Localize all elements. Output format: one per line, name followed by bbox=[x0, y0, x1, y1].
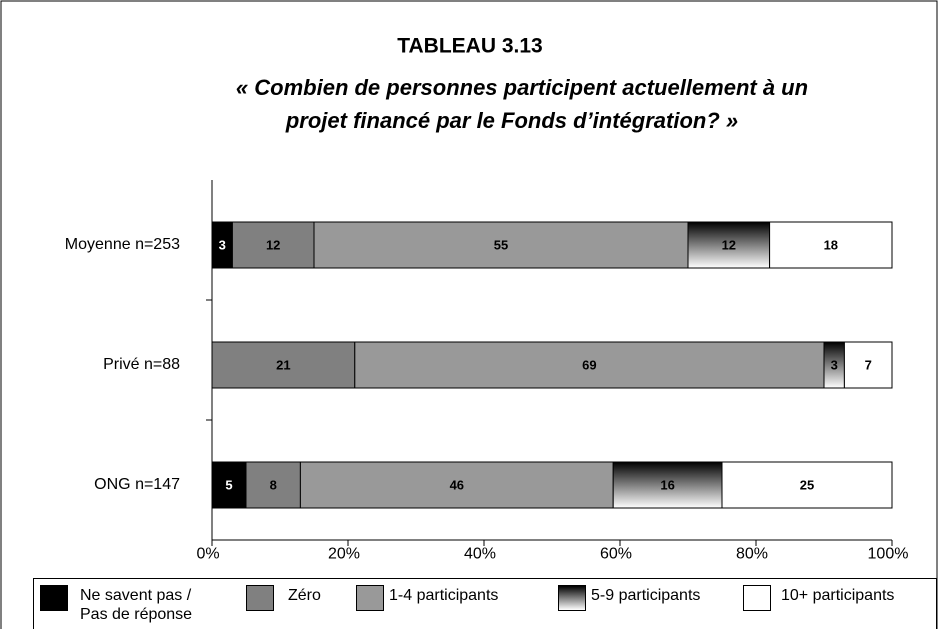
legend-label: Zéro bbox=[288, 587, 321, 604]
legend: Ne savent pas / Pas de réponse Zéro 1-4 pa… bbox=[33, 578, 937, 629]
x-tick-label: 100% bbox=[868, 545, 909, 562]
data-label: 21 bbox=[276, 357, 290, 372]
x-tick-label: 40% bbox=[464, 545, 496, 562]
legend-label: 1-4 participants bbox=[389, 587, 499, 604]
data-label: 7 bbox=[865, 357, 872, 372]
chart-title: TABLEAU 3.13 bbox=[397, 35, 542, 58]
data-label: 12 bbox=[722, 237, 736, 252]
bar-segment bbox=[299, 461, 614, 509]
legend-swatch bbox=[356, 585, 384, 611]
data-label: 16 bbox=[660, 477, 674, 492]
bar-segment bbox=[211, 461, 247, 509]
data-label: 3 bbox=[219, 237, 226, 252]
legend-swatch bbox=[40, 585, 68, 611]
bar-segment bbox=[687, 221, 771, 269]
chart-subtitle: « Combien de personnes participent actue… bbox=[236, 75, 808, 100]
x-tick-label: 20% bbox=[328, 545, 360, 562]
data-label: 18 bbox=[824, 237, 838, 252]
data-label: 5 bbox=[225, 477, 232, 492]
legend-swatch bbox=[246, 585, 274, 611]
data-label: 46 bbox=[450, 477, 464, 492]
legend-swatch bbox=[743, 585, 771, 611]
legend-label: 10+ participants bbox=[781, 587, 895, 604]
legend-label: Ne savent pas / Pas de réponse bbox=[80, 587, 193, 623]
bar-segment bbox=[843, 341, 893, 389]
y-tick-label: Privé n=88 bbox=[103, 356, 180, 373]
data-label: 12 bbox=[266, 237, 280, 252]
bar-segment bbox=[245, 461, 301, 509]
x-tick-label: 80% bbox=[736, 545, 768, 562]
y-tick-label: Moyenne n=253 bbox=[65, 236, 180, 253]
data-label: 69 bbox=[582, 357, 596, 372]
chart-subtitle: projet financé par le Fonds d’intégratio… bbox=[285, 108, 738, 133]
x-tick-label: 60% bbox=[600, 545, 632, 562]
legend-swatch bbox=[558, 585, 586, 611]
bar-segment bbox=[769, 221, 893, 269]
data-label: 25 bbox=[800, 477, 814, 492]
legend-label: 5-9 participants bbox=[591, 587, 701, 604]
bar-segment bbox=[612, 461, 723, 509]
bar-segment bbox=[721, 461, 893, 509]
data-label: 8 bbox=[270, 477, 277, 492]
y-tick-label: ONG n=147 bbox=[94, 476, 180, 493]
x-tick-label: 0% bbox=[196, 545, 219, 562]
data-label: 55 bbox=[494, 237, 508, 252]
data-label: 3 bbox=[831, 357, 838, 372]
bar-segment bbox=[354, 341, 825, 389]
